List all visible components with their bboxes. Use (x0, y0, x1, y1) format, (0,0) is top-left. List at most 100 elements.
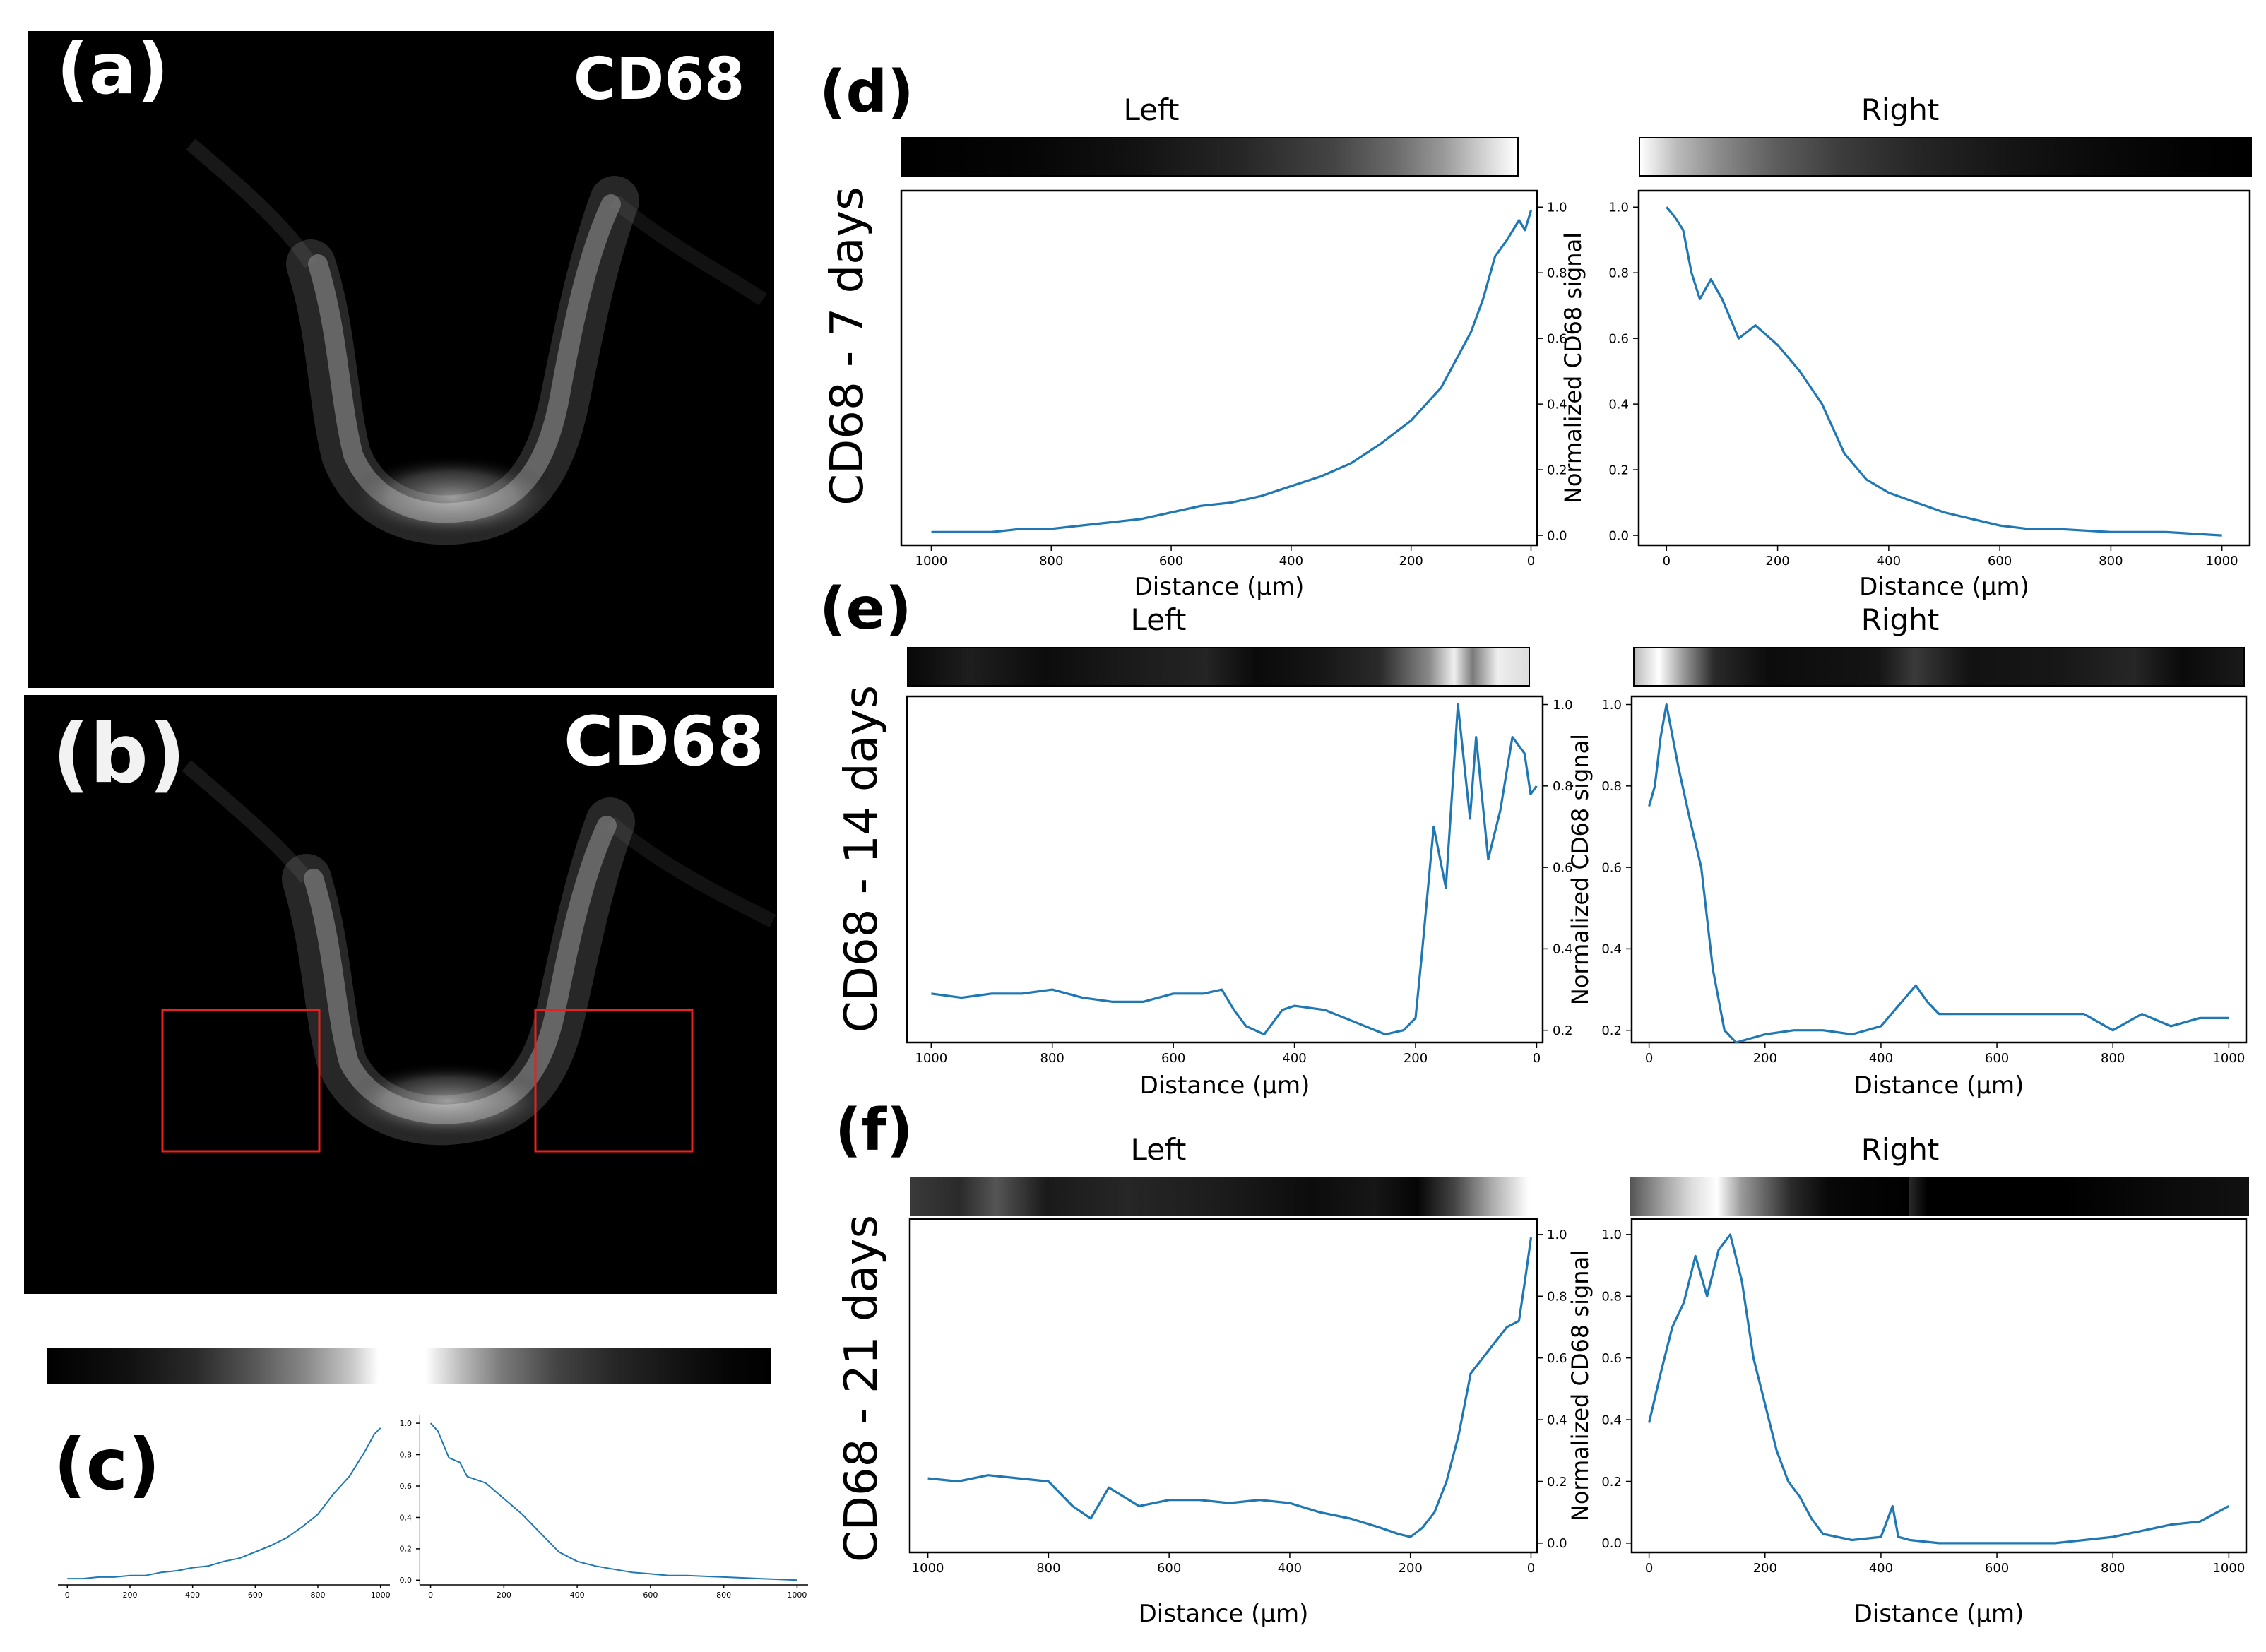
x-tick-label: 200 (1399, 554, 1423, 569)
data-line (927, 1237, 1533, 1538)
y-tick-label: 1.0 (1608, 201, 1629, 215)
x-tick-label: 0 (1527, 1561, 1535, 1576)
panel-letter-b: (b) (52, 706, 186, 802)
x-tick-label: 1000 (915, 1051, 947, 1066)
y-tick-label: 1.0 (1547, 201, 1567, 215)
y-tick-label: 0.0 (1608, 528, 1629, 543)
intensity-strip-f-left (910, 1177, 1529, 1216)
x-tick-label: 600 (643, 1591, 658, 1600)
plot-frame (1630, 695, 2248, 1044)
x-tick-label: 400 (185, 1591, 200, 1600)
data-line (931, 210, 1533, 534)
plot-frame (1630, 1218, 2248, 1554)
chart-d-right: 0 200 400 600 800 1000 0.0 0.2 0.4 0.6 0.8 1.0 Right… (1608, 93, 2251, 601)
micrograph-a: CD68 (28, 31, 774, 688)
intensity-strip-f-right (1630, 1177, 2249, 1216)
x-axis-label: Distance (μm) (1859, 573, 2029, 601)
y-tick-label: 0.8 (1601, 779, 1622, 794)
x-tick-label: 0 (65, 1591, 70, 1600)
chart-title: Right (1861, 1132, 1940, 1167)
x-tick-label: 0 (1645, 1561, 1653, 1576)
x-tick-label: 600 (1159, 554, 1183, 569)
chart-e-left: 1000 800 600 400 200 0 0.2 0.4 0.6 0.8 1.0 Left Dist… (906, 602, 1594, 1100)
chart-c-left: 0 200 400 600 800 1000 (58, 1427, 391, 1600)
marker-label-a: CD68 (574, 46, 745, 113)
x-tick-label: 400 (1282, 1051, 1306, 1066)
y-tick-label: 0.8 (1547, 1290, 1567, 1305)
y-tick-label: 0.4 (400, 1513, 413, 1522)
x-tick-label: 0 (1533, 1051, 1541, 1066)
y-tick-label: 0.8 (1547, 266, 1567, 281)
x-tick-label: 1000 (371, 1591, 391, 1600)
y-tick-label: 0.0 (1601, 1536, 1622, 1551)
y-tick-label: 0.8 (400, 1450, 413, 1459)
x-tick-label: 400 (1869, 1051, 1893, 1066)
y-tick-label: 0.0 (1547, 1536, 1567, 1551)
x-tick-label: 200 (497, 1591, 511, 1600)
x-tick-label: 800 (311, 1591, 326, 1600)
panel-letter-a: (a) (57, 28, 169, 110)
x-tick-label: 0 (1645, 1051, 1653, 1066)
y-tick-label: 0.2 (1553, 1023, 1573, 1038)
plot-frame (900, 189, 1538, 547)
x-tick-label: 800 (2099, 554, 2123, 569)
marker-label-b: CD68 (564, 702, 764, 781)
x-axis-label: Distance (μm) (1140, 1071, 1310, 1100)
y-tick-label: 0.4 (1553, 942, 1573, 957)
y-tick-label: 0.2 (1601, 1023, 1622, 1038)
x-tick-label: 200 (1753, 1561, 1777, 1576)
data-line (67, 1427, 381, 1580)
plot-frame (908, 1218, 1538, 1554)
y-tick-label: 0.8 (1608, 266, 1629, 281)
x-tick-label: 800 (1040, 1051, 1064, 1066)
x-tick-label: 0 (1527, 554, 1535, 569)
intensity-strip-d-right (1639, 137, 2252, 177)
x-tick-label: 400 (1278, 1561, 1302, 1576)
y-tick-label: 0.6 (1553, 860, 1573, 875)
chart-c-right: 0 200 400 600 800 1000 0.0 0.2 0.4 0.6 0.8 1.0 (400, 1415, 808, 1600)
y-tick-label: 0.4 (1547, 1413, 1567, 1427)
roi-box-right (534, 1009, 694, 1153)
y-tick-label: 0.6 (400, 1482, 413, 1491)
x-tick-label: 400 (570, 1591, 585, 1600)
x-tick-label: 200 (1404, 1051, 1428, 1066)
chart-title: Right (1861, 602, 1940, 637)
chart-f-left: 1000 800 600 400 200 0 0.0 0.2 0.4 0.6 0.8 1.0 Left D… (908, 1132, 1594, 1628)
x-tick-label: 800 (716, 1591, 731, 1600)
plot-frame (1637, 189, 2251, 547)
x-tick-label: 1000 (2212, 1561, 2245, 1576)
y-tick-label: 0.6 (1608, 331, 1629, 346)
x-tick-label: 1000 (915, 554, 948, 569)
x-tick-label: 0 (428, 1591, 433, 1600)
x-tick-label: 400 (1877, 554, 1901, 569)
plot-frame (906, 695, 1544, 1044)
x-tick-label: 800 (2101, 1561, 2125, 1576)
x-tick-label: 600 (1161, 1051, 1185, 1066)
x-tick-label: 600 (1157, 1561, 1181, 1576)
y-tick-label: 1.0 (1547, 1228, 1567, 1242)
y-axis-label: Normalized CD68 signal (1567, 1250, 1594, 1521)
intensity-strip-e-left (907, 647, 1530, 687)
x-tick-label: 800 (2101, 1051, 2125, 1066)
chart-f-right: 0 200 400 600 800 1000 0.0 0.2 0.4 0.6 0.8 1.0 Right… (1601, 1132, 2248, 1628)
chart-title: Left (1123, 93, 1179, 127)
x-tick-label: 1000 (912, 1561, 944, 1576)
data-line (1648, 1233, 2230, 1545)
roi-box-left (161, 1009, 321, 1153)
y-tick-label: 0.4 (1601, 1413, 1622, 1427)
intensity-strip-c-left (47, 1348, 379, 1384)
y-tick-label: 0.0 (1547, 528, 1567, 543)
x-tick-label: 1000 (2206, 554, 2238, 569)
y-tick-label: 0.2 (1547, 463, 1567, 477)
data-line (931, 703, 1538, 1036)
y-tick-label: 0.6 (1601, 1351, 1622, 1366)
x-tick-label: 400 (1869, 1561, 1893, 1576)
x-tick-label: 800 (1039, 554, 1063, 569)
y-tick-label: 0.4 (1601, 942, 1622, 957)
y-tick-label: 1.0 (400, 1419, 413, 1428)
x-axis-label: Distance (μm) (1854, 1600, 2024, 1628)
chart-d-left: 1000 800 600 400 200 0 0.0 0.2 0.4 0.6 0.8 1.0 Left D… (900, 93, 1586, 601)
x-tick-label: 1000 (2212, 1051, 2245, 1066)
x-tick-label: 200 (1753, 1051, 1777, 1066)
chart-e-right: 0 200 400 600 800 1000 0.2 0.4 0.6 0.8 1.0 Right Dis… (1601, 602, 2248, 1100)
